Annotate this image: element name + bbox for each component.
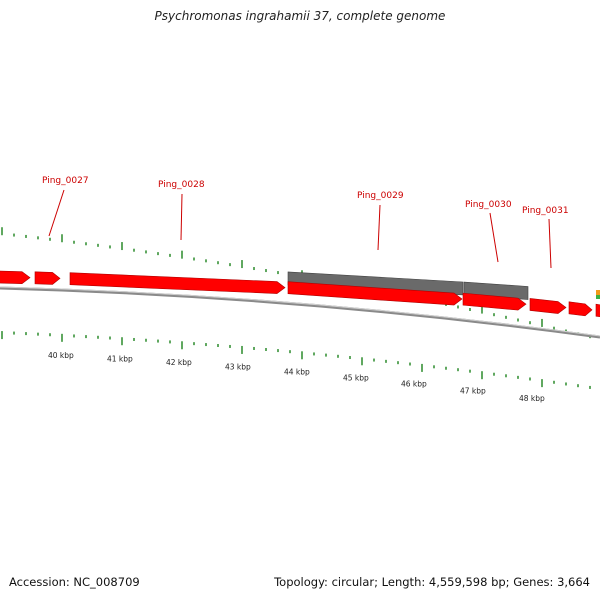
- edge-marker-green: [596, 295, 600, 299]
- gene-label-group: Ping_0027 Ping_0028 Ping_0029 Ping_0030 Ping…: [42, 176, 569, 216]
- gene-label: Ping_0027: [42, 176, 89, 186]
- scale-label: 42 kbp: [166, 358, 192, 367]
- gene-arrow: [287, 281, 463, 306]
- gene-arrow: [568, 301, 593, 317]
- scale-label: 46 kbp: [401, 380, 427, 389]
- scale-label: 47 kbp: [460, 386, 486, 395]
- gene-arrow: [69, 272, 286, 294]
- scale-label: 48 kbp: [519, 394, 545, 403]
- gene-label-leader: [548, 218, 552, 269]
- gene-label-leaders: [48, 189, 552, 269]
- scale-label: 40 kbp: [48, 351, 74, 360]
- gene-arrow: [529, 298, 567, 314]
- genome-summary-text: Topology: circular; Length: 4,559,598 bp…: [274, 575, 590, 589]
- gene-label: Ping_0030: [465, 200, 512, 210]
- scale-label: 45 kbp: [343, 373, 369, 382]
- gene-label-leader: [377, 204, 381, 251]
- gene-label-leader: [180, 193, 183, 241]
- gene-arrow: [34, 271, 61, 285]
- gene-label: Ping_0028: [158, 180, 205, 190]
- gene-label: Ping_0031: [522, 206, 569, 216]
- scale-label: 44 kbp: [284, 368, 310, 377]
- accession-text: Accession: NC_008709: [9, 575, 140, 589]
- gene-arrow: [462, 292, 527, 311]
- scale-label: 43 kbp: [225, 363, 251, 372]
- genome-backbone-highlight: [0, 286, 600, 337]
- forward-gene-track: [0, 270, 600, 318]
- gene-arrow: [0, 270, 31, 284]
- map-title: Psychromonas ingrahamii 37, complete gen…: [154, 9, 446, 23]
- genome-backbone: [0, 286, 600, 339]
- gene-label-leader: [48, 189, 65, 237]
- edge-marker: [596, 290, 600, 295]
- gene-label: Ping_0029: [357, 191, 404, 201]
- lower-tick-track: [1, 331, 591, 389]
- gene-label-leader: [489, 212, 499, 263]
- scale-label: 41 kbp: [107, 354, 133, 363]
- scale-label-group: 40 kbp 41 kbp 42 kbp 43 kbp 44 kbp 45 kbp 46 k…: [48, 351, 545, 403]
- gene-arrow: [595, 303, 600, 318]
